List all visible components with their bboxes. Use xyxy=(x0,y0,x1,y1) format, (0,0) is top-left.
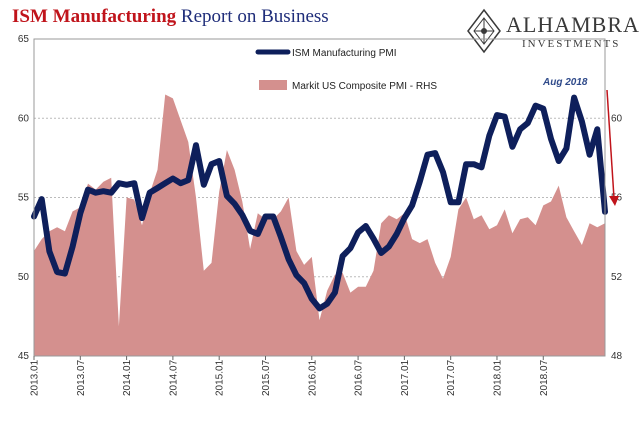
x-tick-label: 2013.07 xyxy=(76,359,87,396)
down-arrow-icon xyxy=(606,89,619,206)
x-axis-ticks: 2013.01 2013.07 2014.01 2014.07 2015.01 2015.… xyxy=(30,356,550,396)
x-tick-label: 2016.07 xyxy=(354,359,365,396)
markit-composite-area xyxy=(34,94,605,356)
x-tick-label: 2016.01 xyxy=(307,359,318,396)
x-tick-label: 2014.07 xyxy=(168,359,179,396)
left-tick-label: 45 xyxy=(18,351,30,362)
chart-title: ISM Manufacturing Report on Business xyxy=(12,6,329,28)
left-tick-label: 65 xyxy=(18,34,30,45)
left-axis-ticks: 45 50 55 60 65 xyxy=(18,34,30,362)
right-axis-ticks: 48525660 xyxy=(611,113,623,362)
x-tick-label: 2014.01 xyxy=(122,359,133,396)
title-part1: ISM Manufacturing xyxy=(12,6,177,27)
left-tick-label: 60 xyxy=(18,113,30,124)
x-tick-label: 2015.07 xyxy=(261,359,272,396)
aug-2018-annotation: Aug 2018 xyxy=(542,77,588,88)
x-tick-label: 2017.07 xyxy=(446,359,457,396)
plot-frame xyxy=(33,38,606,357)
legend-markit-swatch xyxy=(259,80,287,90)
logo-sub: INVESTMENTS xyxy=(522,38,621,50)
title-part2: Report on Business xyxy=(180,6,329,27)
x-tick-label: 2015.01 xyxy=(215,359,226,396)
diamond-pattern-icon xyxy=(467,8,501,54)
right-tick-label: 60 xyxy=(611,113,623,124)
x-tick-label: 2017.01 xyxy=(400,359,411,396)
x-tick-label: 2018.07 xyxy=(539,359,550,396)
logo-brand: ALHAMBRA xyxy=(506,12,640,37)
ism-manufacturing-line xyxy=(31,94,608,312)
alhambra-logo: ALHAMBRA INVESTMENTS xyxy=(466,8,639,58)
legend: ISM Manufacturing PMI Markit US Composit… xyxy=(255,48,437,92)
legend-markit-label: Markit US Composite PMI - RHS xyxy=(292,81,437,92)
left-tick-label: 55 xyxy=(18,193,30,204)
right-tick-label: 52 xyxy=(611,272,623,283)
legend-ism-label: ISM Manufacturing PMI xyxy=(292,48,396,59)
x-tick-label: 2013.01 xyxy=(30,359,41,396)
grid-lines xyxy=(34,117,605,278)
right-tick-label: 48 xyxy=(611,351,623,362)
x-tick-label: 2018.01 xyxy=(492,359,503,396)
left-tick-label: 50 xyxy=(18,272,30,283)
